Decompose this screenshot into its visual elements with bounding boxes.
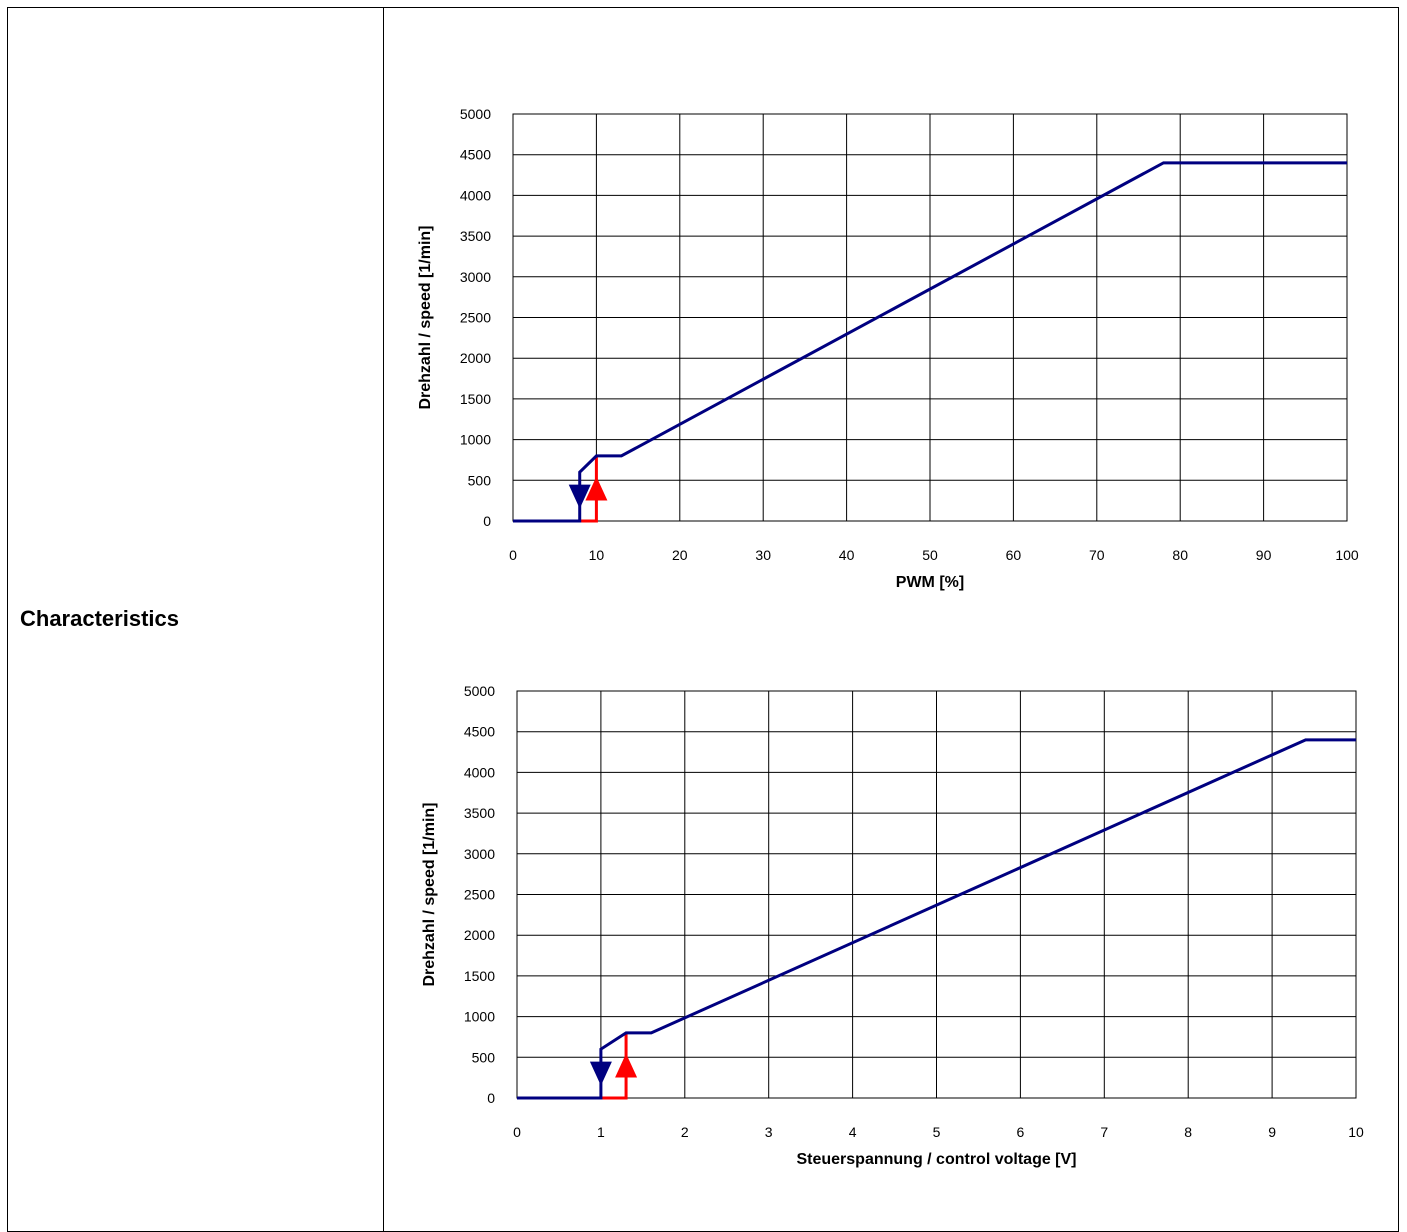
chart1-y-tick-label: 0: [483, 513, 491, 529]
chart2-y-tick-label: 1500: [464, 968, 495, 984]
chart2-speed-curve-line: [517, 738, 1356, 1100]
chart2-x-tick-label: 0: [513, 1124, 521, 1140]
chart2-x-tick-label: 7: [1100, 1124, 1108, 1140]
chart1-x-tick-label: 70: [1089, 547, 1105, 563]
chart2-y-tick-label: 4500: [464, 724, 495, 740]
chart2-y-tick-label: 5000: [464, 683, 495, 699]
chart2-arrow-up-marker: [615, 1053, 638, 1078]
chart1-x-tick-label: 60: [1006, 547, 1022, 563]
chart1-arrow-up-marker: [585, 476, 608, 501]
chart1-x-tick-label: 0: [509, 547, 517, 563]
chart2-x-tick-label: 5: [933, 1124, 941, 1140]
chart2-y-tick-label: 3500: [464, 805, 495, 821]
chart2-y-tick-label: 0: [487, 1090, 495, 1106]
chart1-y-tick-label: 5000: [460, 106, 491, 122]
chart2-x-tick-label: 2: [681, 1124, 689, 1140]
chart2-plot-area: [516, 690, 1357, 1099]
table-column-divider: [383, 7, 384, 1232]
chart2-y-tick-label: 2000: [464, 927, 495, 943]
chart1-x-tick-label: 10: [589, 547, 605, 563]
chart2-x-tick-label: 6: [1017, 1124, 1025, 1140]
chart2-y-tick-label: 3000: [464, 846, 495, 862]
chart2-y-tick-label: 500: [472, 1049, 496, 1065]
chart2-x-axis-title: Steuerspannung / control voltage [V]: [796, 1151, 1076, 1168]
chart1-x-tick-label: 80: [1172, 547, 1188, 563]
chart2-y-tick-label: 1000: [464, 1009, 495, 1025]
chart1-y-tick-label: 1000: [460, 432, 491, 448]
chart1-y-tick-label: 4500: [460, 147, 491, 163]
chart1-arrow-down-marker: [568, 484, 591, 509]
row-label: Characteristics: [20, 606, 179, 631]
chart2-x-tick-label: 10: [1348, 1124, 1364, 1140]
chart1-y-tick-label: 2000: [460, 350, 491, 366]
chart1-y-tick-label: 2500: [460, 310, 491, 326]
chart2-y-axis-title: Drehzahl / speed [1/min]: [421, 802, 438, 986]
chart2-y-tick-label: 2500: [464, 887, 495, 903]
chart1-x-tick-label: 50: [922, 547, 938, 563]
chart2-x-tick-label: 4: [849, 1124, 857, 1140]
chart2-x-tick-label: 1: [597, 1124, 605, 1140]
chart2-x-tick-label: 3: [765, 1124, 773, 1140]
chart1-y-tick-label: 4000: [460, 187, 491, 203]
chart2-arrow-down-marker: [589, 1061, 612, 1086]
chart2-y-tick-label: 4000: [464, 764, 495, 780]
chart2-x-tick-label: 9: [1268, 1124, 1276, 1140]
chart1-plot-area: [512, 113, 1348, 522]
chart1-y-tick-label: 3500: [460, 228, 491, 244]
chart1-y-tick-label: 1500: [460, 391, 491, 407]
chart1-x-tick-label: 20: [672, 547, 688, 563]
chart1-y-tick-label: 3000: [460, 269, 491, 285]
chart2-x-tick-label: 8: [1184, 1124, 1192, 1140]
chart1-y-axis-title: Drehzahl / speed [1/min]: [417, 225, 434, 409]
chart1-x-tick-label: 30: [755, 547, 771, 563]
chart1-speed-curve-line: [513, 161, 1347, 523]
chart1-x-tick-label: 90: [1256, 547, 1272, 563]
chart1-x-axis-title: PWM [%]: [896, 574, 964, 591]
chart1-x-tick-label: 100: [1335, 547, 1359, 563]
chart1-x-tick-label: 40: [839, 547, 855, 563]
chart1-y-tick-label: 500: [468, 472, 492, 488]
